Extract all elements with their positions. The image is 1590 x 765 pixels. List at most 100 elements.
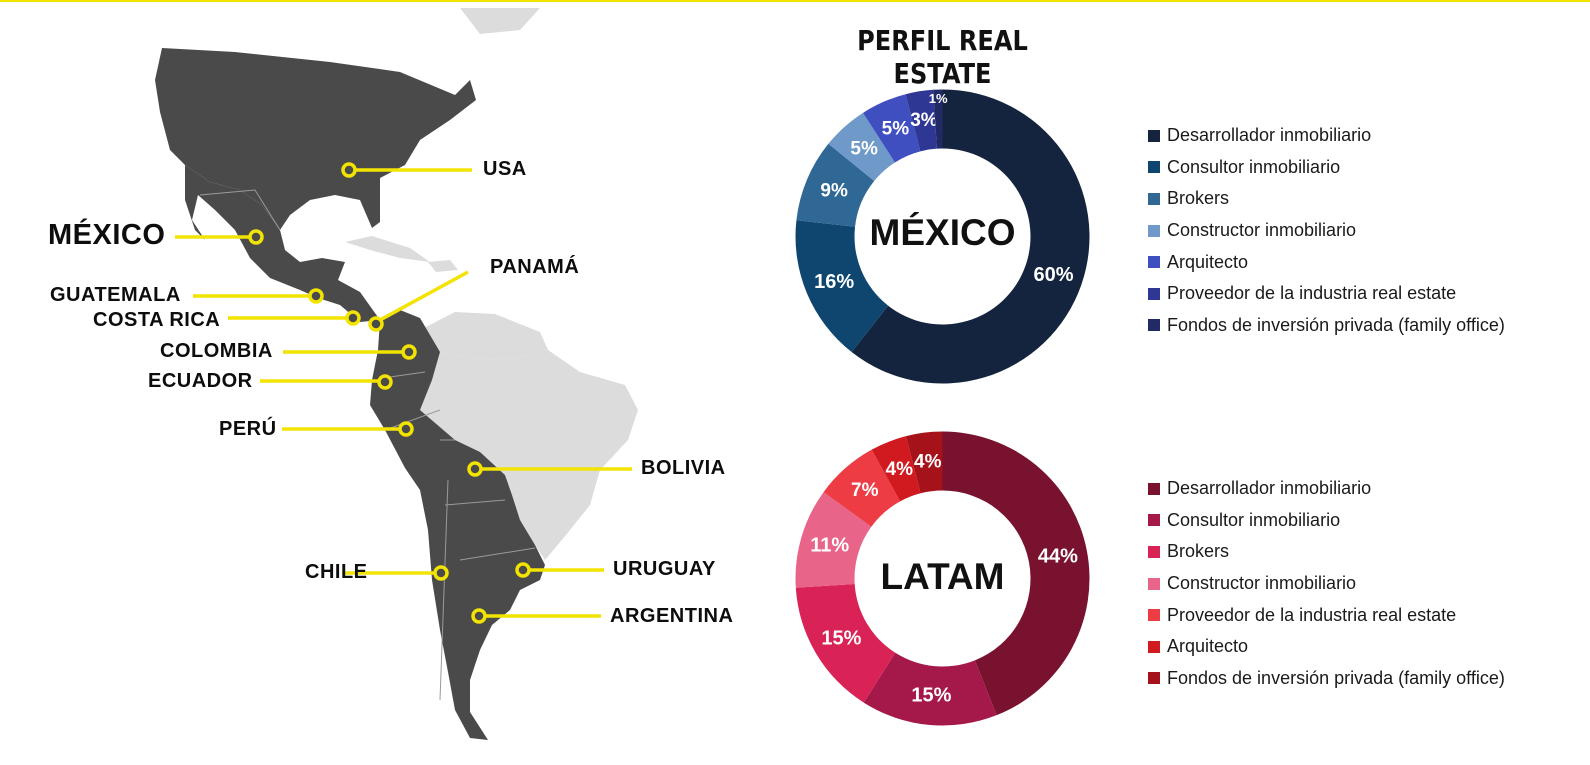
cuba-shape (345, 236, 430, 262)
legend-mexico: Desarrollador inmobiliario Consultor inmo… (1148, 120, 1505, 341)
label-argentina: ARGENTINA (610, 605, 734, 627)
marker-guatemala (308, 288, 324, 304)
legend-label: Consultor inmobiliario (1167, 509, 1341, 530)
marker-uruguay (515, 562, 531, 578)
legend-label: Fondos de inversión privada (family offi… (1167, 314, 1505, 335)
venezuela-shape (420, 312, 548, 360)
legend-swatch (1148, 256, 1160, 269)
legend-item: Proveedor de la industria real estate (1148, 599, 1505, 631)
slice-value-label: 11% (810, 535, 849, 557)
slice-value-label: 4% (914, 451, 942, 472)
donut-chart-mexico: 60%16%9%5%5% 3%1% (795, 89, 1090, 384)
label-bolivia: BOLIVIA (641, 457, 726, 479)
slice-value-label: 5% (850, 138, 878, 159)
legend-label: Arquitecto (1167, 251, 1249, 272)
legend-swatch (1148, 577, 1160, 590)
label-chile: CHILE (305, 561, 368, 583)
label-guatemala: GUATEMALA (50, 284, 181, 306)
donut-slice (828, 112, 895, 182)
connector-lines (175, 168, 632, 618)
slice-value-label: 9% (820, 181, 848, 202)
label-usa: USA (483, 158, 527, 180)
legend-label: Desarrollador inmobiliario (1167, 125, 1372, 146)
legend-label: Brokers (1167, 541, 1230, 562)
slice-value-label: 15% (911, 684, 951, 706)
slice-value-label: 16% (814, 271, 854, 293)
donut-slice (933, 89, 943, 149)
legend-swatch (1148, 482, 1160, 495)
legend-swatch (1148, 640, 1160, 653)
top-accent-line (0, 0, 1590, 2)
donut-slice (871, 436, 921, 502)
label-peru: PERÚ (219, 418, 277, 440)
legend-swatch (1148, 609, 1160, 622)
marker-chile (433, 565, 449, 581)
chart-title: PERFIL REAL ESTATE (857, 24, 1028, 90)
donut-chart-latam: 44% 15% 15% 11% 7% 4% 4% (795, 431, 1090, 726)
legend-swatch (1148, 545, 1160, 558)
donut-slice (905, 89, 937, 152)
marker-usa (341, 162, 357, 178)
slice-value-label: 15% (821, 627, 861, 649)
legend-swatch (1148, 129, 1160, 142)
legend-swatch (1148, 672, 1160, 685)
mexico-shape (185, 165, 380, 322)
legend-swatch (1148, 192, 1160, 205)
legend-latam: Desarrollador inmobiliario Consultor inmo… (1148, 473, 1505, 694)
slice-value-label: 3% (910, 110, 938, 131)
donut-slice (795, 220, 889, 353)
donut-center-label-latam: LATAM (880, 556, 1005, 597)
donut-slice (905, 431, 943, 494)
label-mexico: MÉXICO (48, 219, 166, 251)
legend-label: Arquitecto (1167, 636, 1249, 657)
donut-slice (795, 584, 896, 703)
donut-center-label-mexico: MÉXICO (869, 212, 1016, 253)
marker-mexico (248, 229, 264, 245)
south-america-west-shape (370, 310, 545, 740)
donut-slice (795, 492, 872, 588)
americas-map: USA MÉXICO GUATEMALA COSTA RICA PANAMÁ C… (0, 0, 790, 765)
legend-swatch (1148, 224, 1160, 237)
marker-costa-rica (345, 310, 361, 326)
markers (248, 162, 531, 624)
legend-item: Fondos de inversión privada (family offi… (1148, 663, 1505, 695)
label-uruguay: URUGUAY (613, 558, 716, 580)
slice-value-label: 4% (886, 459, 914, 480)
slice-value-label: 60% (1034, 264, 1074, 286)
legend-label: Constructor inmobiliario (1167, 220, 1357, 241)
legend-swatch (1148, 161, 1160, 174)
legend-item: Desarrollador inmobiliario (1148, 473, 1505, 505)
legend-label: Constructor inmobiliario (1167, 573, 1357, 594)
label-ecuador: ECUADOR (148, 370, 253, 392)
marker-panama (368, 316, 384, 332)
legend-item: Brokers (1148, 536, 1505, 568)
marker-ecuador (377, 374, 393, 390)
legend-item: Constructor inmobiliario (1148, 215, 1505, 247)
hispaniola-shape (428, 260, 458, 272)
marker-argentina (471, 608, 487, 624)
donut-slice (796, 143, 875, 227)
legend-label: Desarrollador inmobiliario (1167, 478, 1372, 499)
legend-label: Consultor inmobiliario (1167, 156, 1341, 177)
legend-label: Proveedor de la industria real estate (1167, 604, 1457, 625)
label-colombia: COLOMBIA (160, 340, 273, 362)
legend-item: Consultor inmobiliario (1148, 152, 1505, 184)
legend-swatch (1148, 514, 1160, 527)
map-svg (155, 8, 638, 740)
legend-label: Brokers (1167, 188, 1230, 209)
legend-label: Proveedor de la industria real estate (1167, 283, 1457, 304)
slice-value-label: 7% (851, 480, 879, 501)
greenland-shape (460, 8, 540, 34)
donut-slice (942, 431, 1090, 716)
donut-slice (851, 89, 1090, 384)
slice-value-label: 44% (1038, 545, 1078, 567)
marker-colombia (401, 344, 417, 360)
marker-peru (398, 421, 414, 437)
donut-slice (863, 652, 997, 726)
legend-item: Arquitecto (1148, 631, 1505, 663)
legend-item: Proveedor de la industria real estate (1148, 278, 1505, 310)
legend-item: Consultor inmobiliario (1148, 505, 1505, 537)
legend-item: Fondos de inversión privada (family offi… (1148, 310, 1505, 342)
legend-item: Desarrollador inmobiliario (1148, 120, 1505, 152)
slice-value-label: 5% (882, 118, 910, 139)
